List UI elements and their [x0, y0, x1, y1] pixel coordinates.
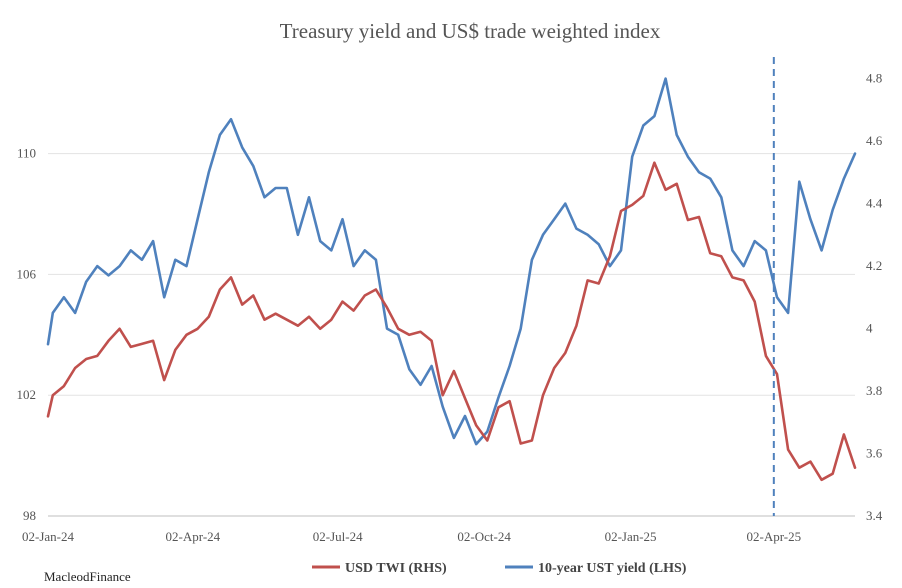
right-axis: 3.4 3.6 3.8 4 4.2 4.4 4.6 4.8: [866, 71, 883, 523]
legend-label: USD TWI (RHS): [345, 561, 447, 576]
right-tick-label: 3.8: [866, 383, 882, 398]
x-tick-label: 02-Oct-24: [457, 529, 511, 544]
source-credit: MacleodFinance: [44, 569, 131, 584]
series-line-usd-twi: [46, 161, 857, 482]
right-tick-label: 4.4: [866, 196, 883, 211]
series-line-ust-yield: [46, 77, 857, 446]
x-axis: 02-Jan-24 02-Apr-24 02-Jul-24 02-Oct-24 02-J…: [22, 529, 801, 544]
left-axis: 98 102 106 110: [17, 146, 37, 523]
right-tick-label: 4.8: [866, 71, 882, 86]
right-tick-label: 4: [866, 321, 873, 336]
right-tick-label: 4.6: [866, 133, 883, 148]
legend: USD TWI (RHS) 10-year UST yield (LHS): [312, 561, 687, 576]
right-tick-label: 4.2: [866, 258, 882, 273]
left-tick-label: 102: [17, 387, 37, 402]
x-tick-label: 02-Apr-24: [166, 529, 221, 544]
legend-label: 10-year UST yield (LHS): [538, 561, 687, 576]
x-tick-label: 02-Jul-24: [313, 529, 363, 544]
right-tick-label: 3.4: [866, 508, 883, 523]
gridlines: [48, 153, 855, 396]
left-tick-label: 98: [23, 508, 36, 523]
right-tick-label: 3.6: [866, 446, 883, 461]
x-tick-label: 02-Jan-24: [22, 529, 74, 544]
series-lines: [46, 77, 857, 482]
x-tick-label: 02-Jan-25: [605, 529, 657, 544]
chart-title: Treasury yield and US$ trade weighted in…: [280, 19, 661, 43]
left-tick-label: 110: [17, 146, 36, 161]
x-tick-label: 02-Apr-25: [747, 529, 802, 544]
left-tick-label: 106: [17, 266, 37, 281]
